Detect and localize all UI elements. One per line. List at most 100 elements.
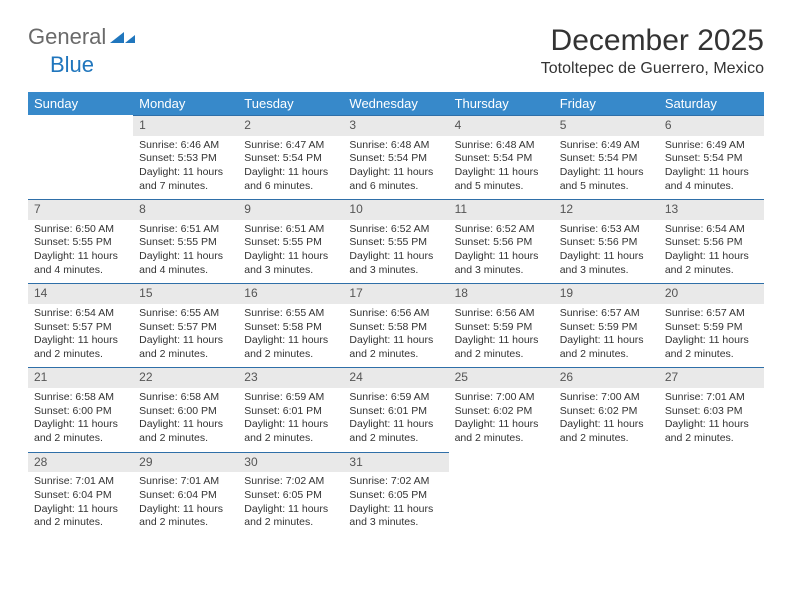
day-number: 9	[238, 199, 343, 220]
day-body: Sunrise: 6:49 AMSunset: 5:54 PMDaylight:…	[659, 136, 764, 200]
brand-logo: General	[28, 24, 138, 50]
sunset-text: Sunset: 5:58 PM	[244, 321, 337, 335]
calendar-cell: 30Sunrise: 7:02 AMSunset: 6:05 PMDayligh…	[238, 452, 343, 536]
day-number: 14	[28, 283, 133, 304]
day-body: Sunrise: 7:01 AMSunset: 6:04 PMDaylight:…	[28, 472, 133, 536]
calendar-cell: 9 Sunrise: 6:51 AMSunset: 5:55 PMDaylight…	[238, 199, 343, 283]
day-number: 30	[238, 452, 343, 473]
sunrise-text: Sunrise: 7:01 AM	[665, 391, 758, 405]
sunset-text: Sunset: 6:04 PM	[34, 489, 127, 503]
calendar-cell: 31Sunrise: 7:02 AMSunset: 6:05 PMDayligh…	[343, 452, 448, 536]
sunset-text: Sunset: 5:58 PM	[349, 321, 442, 335]
sunset-text: Sunset: 5:59 PM	[560, 321, 653, 335]
day-body: Sunrise: 6:50 AMSunset: 5:55 PMDaylight:…	[28, 220, 133, 284]
sunset-text: Sunset: 5:54 PM	[455, 152, 548, 166]
day-number: 12	[554, 199, 659, 220]
calendar-cell: 18Sunrise: 6:56 AMSunset: 5:59 PMDayligh…	[449, 283, 554, 367]
day-body: Sunrise: 6:48 AMSunset: 5:54 PMDaylight:…	[343, 136, 448, 200]
calendar-cell: 3Sunrise: 6:48 AMSunset: 5:54 PMDaylight…	[343, 115, 448, 199]
day-body: Sunrise: 6:52 AMSunset: 5:55 PMDaylight:…	[343, 220, 448, 284]
day-body: Sunrise: 6:57 AMSunset: 5:59 PMDaylight:…	[659, 304, 764, 368]
sunrise-text: Sunrise: 6:52 AM	[349, 223, 442, 237]
calendar-cell: 11Sunrise: 6:52 AMSunset: 5:56 PMDayligh…	[449, 199, 554, 283]
sunrise-text: Sunrise: 6:49 AM	[665, 139, 758, 153]
calendar-cell: 25Sunrise: 7:00 AMSunset: 6:02 PMDayligh…	[449, 367, 554, 451]
sunset-text: Sunset: 6:02 PM	[560, 405, 653, 419]
sunrise-text: Sunrise: 6:56 AM	[455, 307, 548, 321]
sunrise-text: Sunrise: 6:46 AM	[139, 139, 232, 153]
day-body: Sunrise: 6:55 AMSunset: 5:57 PMDaylight:…	[133, 304, 238, 368]
calendar-cell	[659, 452, 764, 536]
calendar-cell: 10Sunrise: 6:52 AMSunset: 5:55 PMDayligh…	[343, 199, 448, 283]
daylight-text: Daylight: 11 hours and 2 minutes.	[349, 418, 442, 445]
day-body: Sunrise: 6:55 AMSunset: 5:58 PMDaylight:…	[238, 304, 343, 368]
sunrise-text: Sunrise: 6:52 AM	[455, 223, 548, 237]
day-body: Sunrise: 6:56 AMSunset: 5:59 PMDaylight:…	[449, 304, 554, 368]
sunset-text: Sunset: 5:54 PM	[665, 152, 758, 166]
calendar-cell: 29Sunrise: 7:01 AMSunset: 6:04 PMDayligh…	[133, 452, 238, 536]
day-number: 4	[449, 115, 554, 136]
daylight-text: Daylight: 11 hours and 5 minutes.	[560, 166, 653, 193]
day-body: Sunrise: 7:02 AMSunset: 6:05 PMDaylight:…	[238, 472, 343, 536]
daylight-text: Daylight: 11 hours and 2 minutes.	[34, 503, 127, 530]
daylight-text: Daylight: 11 hours and 2 minutes.	[665, 334, 758, 361]
daylight-text: Daylight: 11 hours and 2 minutes.	[560, 418, 653, 445]
sunrise-text: Sunrise: 6:48 AM	[455, 139, 548, 153]
day-number: 23	[238, 367, 343, 388]
daylight-text: Daylight: 11 hours and 4 minutes.	[34, 250, 127, 277]
sunrise-text: Sunrise: 6:53 AM	[560, 223, 653, 237]
day-body: Sunrise: 7:01 AMSunset: 6:04 PMDaylight:…	[133, 472, 238, 536]
calendar-cell: 22Sunrise: 6:58 AMSunset: 6:00 PMDayligh…	[133, 367, 238, 451]
daylight-text: Daylight: 11 hours and 4 minutes.	[665, 166, 758, 193]
weekday-header: Saturday	[659, 92, 764, 115]
day-number: 27	[659, 367, 764, 388]
brand-text-general: General	[28, 24, 106, 50]
day-body: Sunrise: 6:47 AMSunset: 5:54 PMDaylight:…	[238, 136, 343, 200]
day-number: 19	[554, 283, 659, 304]
calendar-cell: 24Sunrise: 6:59 AMSunset: 6:01 PMDayligh…	[343, 367, 448, 451]
day-body: Sunrise: 6:49 AMSunset: 5:54 PMDaylight:…	[554, 136, 659, 200]
calendar-week-row: 21Sunrise: 6:58 AMSunset: 6:00 PMDayligh…	[28, 367, 764, 451]
day-number: 22	[133, 367, 238, 388]
day-body: Sunrise: 6:54 AMSunset: 5:57 PMDaylight:…	[28, 304, 133, 368]
sunrise-text: Sunrise: 6:57 AM	[560, 307, 653, 321]
day-body: Sunrise: 7:00 AMSunset: 6:02 PMDaylight:…	[554, 388, 659, 452]
weekday-header: Tuesday	[238, 92, 343, 115]
sunrise-text: Sunrise: 6:55 AM	[244, 307, 337, 321]
sunrise-text: Sunrise: 6:59 AM	[349, 391, 442, 405]
daylight-text: Daylight: 11 hours and 2 minutes.	[244, 418, 337, 445]
calendar-cell: 8Sunrise: 6:51 AMSunset: 5:55 PMDaylight…	[133, 199, 238, 283]
sunrise-text: Sunrise: 7:01 AM	[139, 475, 232, 489]
daylight-text: Daylight: 11 hours and 6 minutes.	[244, 166, 337, 193]
sunset-text: Sunset: 5:57 PM	[139, 321, 232, 335]
calendar-cell	[28, 115, 133, 199]
day-number: 2	[238, 115, 343, 136]
daylight-text: Daylight: 11 hours and 5 minutes.	[455, 166, 548, 193]
sunrise-text: Sunrise: 6:59 AM	[244, 391, 337, 405]
sunrise-text: Sunrise: 6:54 AM	[665, 223, 758, 237]
weekday-header: Sunday	[28, 92, 133, 115]
daylight-text: Daylight: 11 hours and 3 minutes.	[244, 250, 337, 277]
sunset-text: Sunset: 5:56 PM	[560, 236, 653, 250]
day-body: Sunrise: 7:01 AMSunset: 6:03 PMDaylight:…	[659, 388, 764, 452]
sunrise-text: Sunrise: 6:51 AM	[244, 223, 337, 237]
calendar-cell: 20Sunrise: 6:57 AMSunset: 5:59 PMDayligh…	[659, 283, 764, 367]
daylight-text: Daylight: 11 hours and 2 minutes.	[665, 418, 758, 445]
weekday-header: Thursday	[449, 92, 554, 115]
sunset-text: Sunset: 6:03 PM	[665, 405, 758, 419]
daylight-text: Daylight: 11 hours and 3 minutes.	[455, 250, 548, 277]
sunset-text: Sunset: 6:05 PM	[244, 489, 337, 503]
sunset-text: Sunset: 5:55 PM	[139, 236, 232, 250]
weekday-header-row: Sunday Monday Tuesday Wednesday Thursday…	[28, 92, 764, 115]
page-title: December 2025	[541, 24, 764, 58]
calendar-body: 1Sunrise: 6:46 AMSunset: 5:53 PMDaylight…	[28, 115, 764, 536]
daylight-text: Daylight: 11 hours and 2 minutes.	[455, 418, 548, 445]
sunset-text: Sunset: 5:54 PM	[560, 152, 653, 166]
sunset-text: Sunset: 5:55 PM	[244, 236, 337, 250]
sunrise-text: Sunrise: 6:58 AM	[34, 391, 127, 405]
sunrise-text: Sunrise: 6:49 AM	[560, 139, 653, 153]
day-body: Sunrise: 6:59 AMSunset: 6:01 PMDaylight:…	[238, 388, 343, 452]
day-number: 10	[343, 199, 448, 220]
brand-mark-icon	[110, 26, 136, 49]
calendar-cell	[554, 452, 659, 536]
